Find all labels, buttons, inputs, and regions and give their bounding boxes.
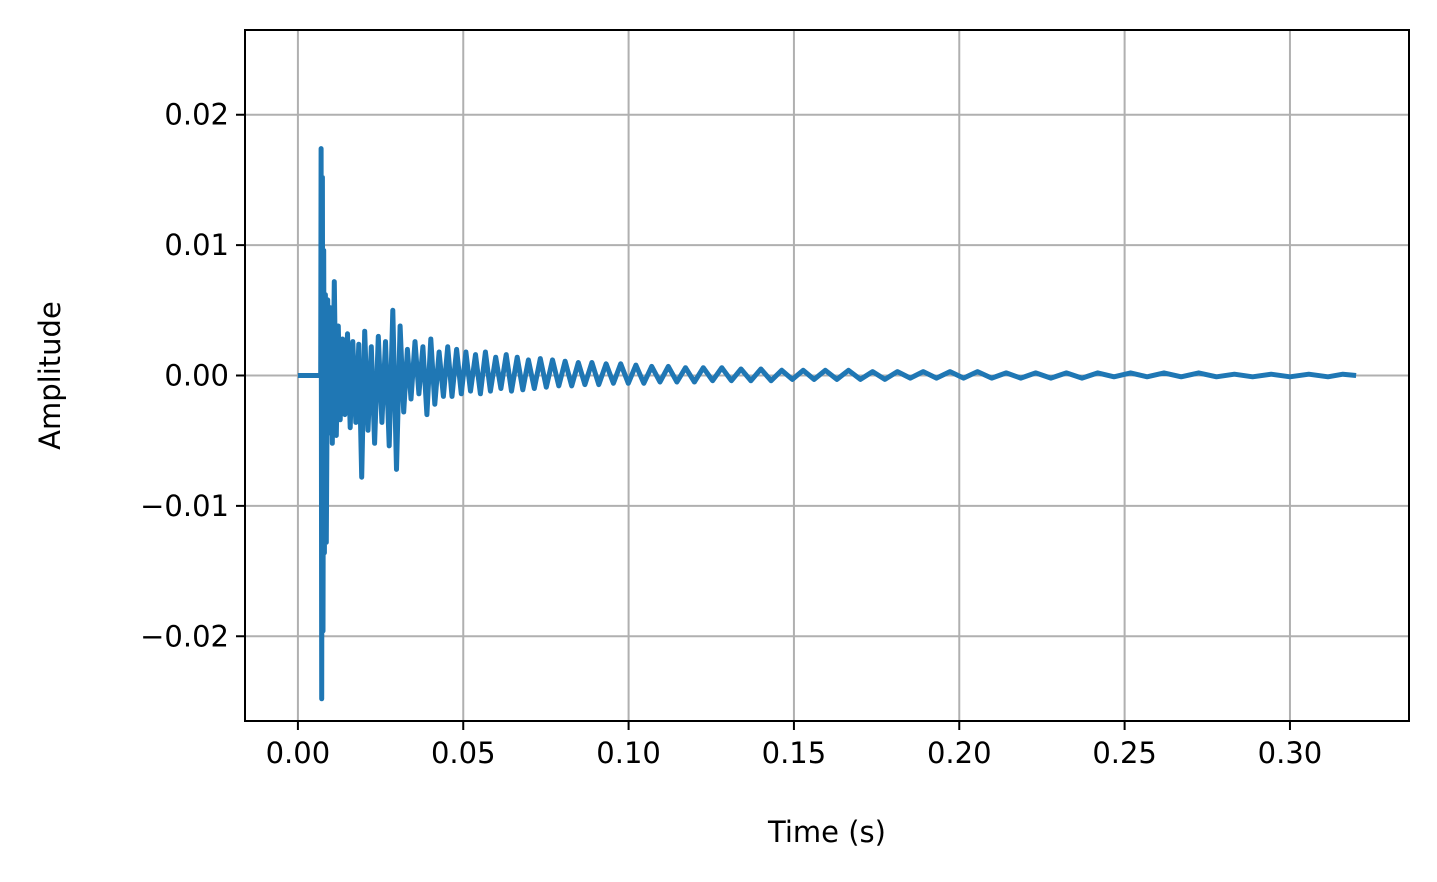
x-tick-label: 0.20 <box>927 736 992 770</box>
x-tick-label: 0.05 <box>431 736 496 770</box>
y-tick-label: 0.02 <box>164 98 229 132</box>
x-axis-label: Time (s) <box>767 815 886 849</box>
x-tick-label: 0.30 <box>1258 736 1323 770</box>
y-axis-label: Amplitude <box>33 301 67 450</box>
y-tick-label: 0.01 <box>164 228 229 262</box>
y-tick-label: −0.02 <box>140 619 229 653</box>
series-group <box>297 146 1357 702</box>
series-line <box>297 146 1357 702</box>
x-ticks: 0.00 0.05 0.10 0.15 0.20 0.25 0.30 <box>266 721 1323 770</box>
x-tick-label: 0.00 <box>266 736 331 770</box>
y-tick-label: −0.01 <box>140 489 229 523</box>
x-tick-label: 0.10 <box>596 736 661 770</box>
y-ticks: −0.02 −0.01 0.00 0.01 0.02 <box>140 98 245 653</box>
x-tick-label: 0.25 <box>1092 736 1157 770</box>
y-tick-label: 0.00 <box>164 359 229 393</box>
x-tick-label: 0.15 <box>762 736 827 770</box>
